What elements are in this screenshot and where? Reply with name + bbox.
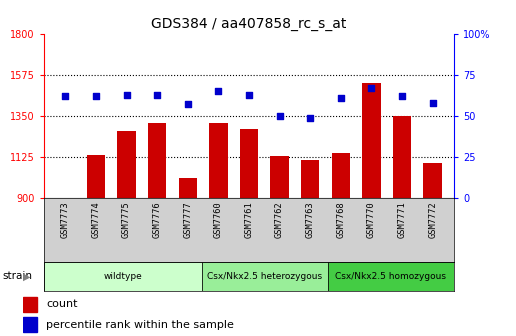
Text: strain: strain — [3, 271, 33, 281]
Text: GSM7777: GSM7777 — [183, 201, 192, 238]
Bar — [240, 129, 258, 198]
Text: percentile rank within the sample: percentile rank within the sample — [46, 320, 234, 330]
Point — [398, 93, 406, 99]
Point — [428, 100, 437, 106]
Text: GSM7773: GSM7773 — [61, 201, 70, 238]
Bar — [424, 164, 442, 198]
Text: GSM7761: GSM7761 — [245, 201, 253, 238]
Point — [61, 93, 70, 99]
Point — [367, 85, 376, 91]
Bar — [332, 154, 350, 198]
Bar — [328, 262, 454, 291]
Bar — [23, 297, 37, 312]
Point — [276, 113, 284, 119]
Text: GSM7776: GSM7776 — [153, 201, 162, 238]
Bar — [270, 156, 289, 198]
Point — [92, 93, 100, 99]
Text: Csx/Nkx2.5 homozygous: Csx/Nkx2.5 homozygous — [335, 272, 446, 281]
Text: GSM7763: GSM7763 — [305, 201, 315, 238]
Bar — [179, 178, 197, 198]
Point — [245, 92, 253, 97]
Text: count: count — [46, 299, 78, 309]
Bar — [117, 131, 136, 198]
Text: GSM7762: GSM7762 — [275, 201, 284, 238]
Title: GDS384 / aa407858_rc_s_at: GDS384 / aa407858_rc_s_at — [151, 17, 347, 31]
Bar — [209, 123, 228, 198]
Bar — [393, 116, 411, 198]
Text: Csx/Nkx2.5 heterozygous: Csx/Nkx2.5 heterozygous — [207, 272, 322, 281]
Bar — [44, 262, 202, 291]
Point — [336, 95, 345, 100]
Bar — [87, 155, 105, 198]
Text: wildtype: wildtype — [103, 272, 142, 281]
Text: GSM7768: GSM7768 — [336, 201, 345, 238]
Text: GSM7760: GSM7760 — [214, 201, 223, 238]
Point — [306, 115, 314, 120]
Bar — [202, 262, 328, 291]
Point — [214, 88, 222, 94]
Bar — [148, 123, 166, 198]
Point — [153, 92, 162, 97]
Point — [122, 92, 131, 97]
Text: GSM7772: GSM7772 — [428, 201, 437, 238]
Bar — [362, 83, 381, 198]
Text: ▶: ▶ — [23, 271, 30, 281]
Point — [184, 102, 192, 107]
Bar — [301, 160, 319, 198]
Bar — [23, 317, 37, 332]
Text: GSM7774: GSM7774 — [91, 201, 101, 238]
Text: GSM7775: GSM7775 — [122, 201, 131, 238]
Text: GSM7771: GSM7771 — [397, 201, 407, 238]
Text: GSM7770: GSM7770 — [367, 201, 376, 238]
